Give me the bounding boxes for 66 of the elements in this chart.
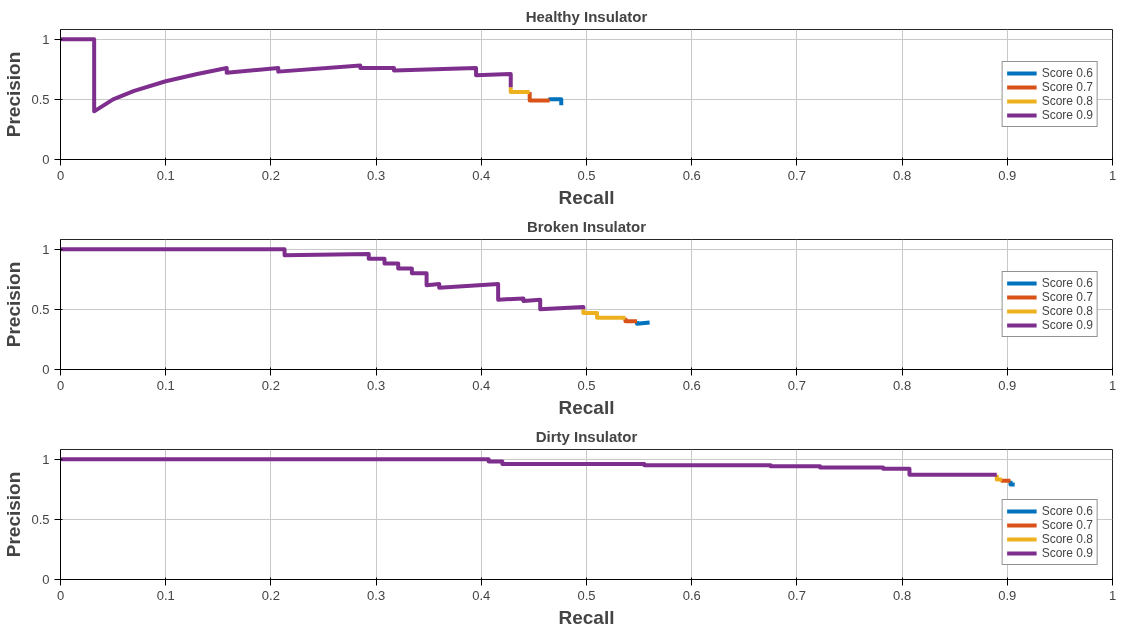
x-tick-label: 0.1 bbox=[156, 167, 175, 183]
x-tick-label: 0.1 bbox=[156, 377, 175, 393]
y-tick-label: 0 bbox=[42, 152, 50, 167]
x-tick-label: 0.1 bbox=[156, 587, 175, 603]
x-axis-title: Recall bbox=[558, 186, 615, 208]
line-series bbox=[60, 457, 999, 477]
x-tick-label: 0.8 bbox=[893, 167, 912, 183]
y-tick-label: 1 bbox=[42, 241, 50, 257]
y-tick-label: 0.5 bbox=[31, 301, 50, 317]
x-tick-label: 0.5 bbox=[577, 377, 596, 393]
line-series bbox=[60, 247, 586, 312]
x-tick-label: 0.2 bbox=[261, 167, 280, 183]
legend-label: Score 0.6 bbox=[1041, 276, 1093, 290]
x-tick-label: 0.6 bbox=[682, 587, 701, 603]
chart-title: Healthy Insulator bbox=[525, 7, 648, 25]
y-tick-label: 1 bbox=[42, 451, 50, 467]
x-tick-label: 0.5 bbox=[577, 587, 596, 603]
x-tick-label: 0 bbox=[56, 377, 65, 393]
x-axis-title: Recall bbox=[558, 606, 615, 628]
y-tick-label: 0.5 bbox=[31, 91, 50, 107]
legend-label: Score 0.6 bbox=[1041, 504, 1093, 518]
y-tick-label: 0 bbox=[42, 362, 50, 377]
y-tick-label: 0 bbox=[42, 572, 50, 587]
x-tick-label: 0.3 bbox=[367, 377, 386, 393]
legend-label: Score 0.9 bbox=[1041, 318, 1093, 332]
legend-label: Score 0.7 bbox=[1041, 290, 1093, 304]
x-tick-label: 0.9 bbox=[998, 377, 1017, 393]
chart-title: Dirty Insulator bbox=[535, 427, 638, 445]
y-axis-title: Precision bbox=[3, 471, 25, 558]
y-axis-title: Precision bbox=[3, 261, 25, 348]
x-tick-label: 0 bbox=[56, 587, 65, 603]
x-tick-label: 0.7 bbox=[787, 587, 806, 603]
x-tick-label: 0.4 bbox=[472, 167, 491, 183]
y-tick-label: 1 bbox=[42, 31, 50, 47]
x-tick-label: 0.7 bbox=[787, 167, 806, 183]
x-tick-label: 0 bbox=[56, 167, 65, 183]
x-tick-label: 0.9 bbox=[998, 587, 1017, 603]
legend-label: Score 0.9 bbox=[1041, 546, 1093, 560]
x-tick-label: 0.7 bbox=[787, 377, 806, 393]
y-tick-label: 0.5 bbox=[31, 511, 50, 527]
x-tick-label: 0.2 bbox=[261, 377, 280, 393]
legend-label: Score 0.8 bbox=[1041, 304, 1093, 318]
legend-label: Score 0.9 bbox=[1041, 108, 1093, 122]
x-axis-title: Recall bbox=[558, 396, 615, 418]
legend-label: Score 0.6 bbox=[1041, 66, 1093, 80]
legend-label: Score 0.8 bbox=[1041, 94, 1093, 108]
x-tick-label: 0.8 bbox=[893, 587, 912, 603]
legend-label: Score 0.7 bbox=[1041, 518, 1093, 532]
chart-title: Broken Insulator bbox=[526, 217, 647, 235]
legend-label: Score 0.7 bbox=[1041, 80, 1093, 94]
x-tick-label: 1 bbox=[1108, 587, 1117, 603]
x-tick-label: 0.9 bbox=[998, 167, 1017, 183]
legend-label: Score 0.8 bbox=[1041, 532, 1093, 546]
x-tick-label: 0.6 bbox=[682, 377, 701, 393]
x-tick-label: 1 bbox=[1108, 377, 1117, 393]
y-axis-title: Precision bbox=[3, 51, 25, 138]
x-tick-label: 1 bbox=[1108, 167, 1117, 183]
line-series bbox=[60, 37, 513, 114]
x-tick-label: 0.5 bbox=[577, 167, 596, 183]
x-tick-label: 0.3 bbox=[367, 587, 386, 603]
x-tick-label: 0.2 bbox=[261, 587, 280, 603]
x-tick-label: 0.4 bbox=[472, 377, 491, 393]
x-tick-label: 0.3 bbox=[367, 167, 386, 183]
x-tick-label: 0.8 bbox=[893, 377, 912, 393]
x-tick-label: 0.6 bbox=[682, 167, 701, 183]
x-tick-label: 0.4 bbox=[472, 587, 491, 603]
